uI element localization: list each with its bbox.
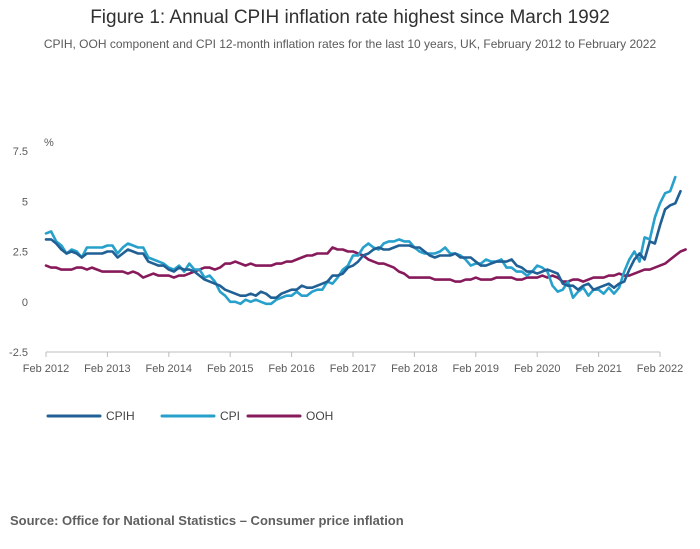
legend-item-cpih[interactable]: CPIH [46, 409, 135, 423]
y-axis-unit-label: % [44, 137, 54, 149]
chart-lines [44, 175, 687, 306]
y-tick-label: 5 [22, 196, 28, 208]
legend-item-cpi[interactable]: CPI [160, 409, 240, 423]
series-line-cpih [44, 189, 682, 300]
y-tick-label: 0 [22, 297, 28, 309]
y-tick-label: 2.5 [13, 247, 28, 259]
x-tick-label: Feb 2019 [453, 363, 499, 375]
chart-title: Figure 1: Annual CPIH inflation rate hig… [90, 7, 610, 28]
x-tick-label: Feb 2016 [268, 363, 314, 375]
x-tick-label: Feb 2022 [637, 363, 683, 375]
legend-item-ooh[interactable]: OOH [246, 409, 333, 423]
x-tick-label: Feb 2012 [23, 363, 69, 375]
x-tick-label: Feb 2020 [514, 363, 560, 375]
y-tick-label: 7.5 [13, 146, 28, 158]
x-tick-label: Feb 2013 [84, 363, 130, 375]
series-line-cpi [44, 175, 677, 306]
chart-legend[interactable]: CPIH CPI OOH [46, 409, 333, 423]
chart-axes: % -2.5 0 2.5 5 7.5 Feb 2012 Feb 2013 Feb 2014 Feb… [9, 137, 683, 375]
x-tick-label: Feb 2015 [207, 363, 253, 375]
x-tick-label: Feb 2017 [330, 363, 376, 375]
x-tick-label: Feb 2021 [575, 363, 621, 375]
legend-label: CPI [220, 409, 240, 423]
y-tick-label: -2.5 [9, 347, 28, 359]
legend-label: OOH [306, 409, 333, 423]
series-line-ooh [44, 246, 687, 283]
chart-subtitle: CPIH, OOH component and CPI 12-month inf… [43, 37, 657, 51]
x-tick-label: Feb 2018 [391, 363, 437, 375]
source-note: Source: Office for National Statistics –… [10, 513, 404, 528]
legend-label: CPIH [106, 409, 135, 423]
x-tick-label: Feb 2014 [146, 363, 192, 375]
